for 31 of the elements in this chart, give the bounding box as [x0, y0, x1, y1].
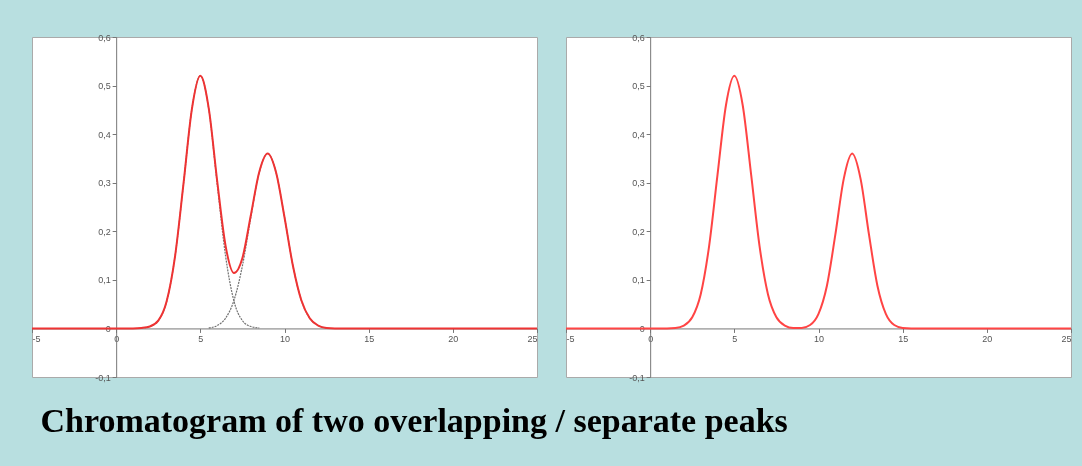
- x-tick-label: 10: [279, 333, 291, 344]
- y-tick-label: 0,6: [632, 32, 645, 43]
- x-tick-label: 10: [813, 333, 825, 344]
- y-tick-label: 0,5: [98, 81, 111, 92]
- x-tick-label: 20: [982, 333, 993, 344]
- x-tick-label: 0: [648, 333, 654, 344]
- y-tick-label: 0,4: [632, 129, 645, 140]
- y-tick-label: 0,5: [632, 81, 645, 92]
- line-series: [31, 74, 538, 330]
- y-tick-label: 0,3: [632, 178, 645, 189]
- x-tick-label: 0: [114, 333, 120, 344]
- x-tick-label: -5: [32, 333, 41, 344]
- y-tick-label: -0,1: [629, 372, 645, 383]
- y-tick-label: 0,1: [98, 275, 111, 286]
- line-series: [565, 74, 1072, 330]
- y-tick-label: 0,3: [98, 178, 111, 189]
- y-tick-label: 0,4: [98, 129, 111, 140]
- y-tick-label: 0,6: [98, 32, 111, 43]
- y-tick-label: 0,2: [632, 226, 645, 237]
- x-tick-label: 5: [198, 333, 204, 344]
- x-tick-label: 5: [732, 333, 738, 344]
- text: Chromatogram of two overlapping / separate peaks: [40, 401, 788, 439]
- x-tick-label: -5: [566, 333, 575, 344]
- y-tick-label: 0,2: [98, 226, 111, 237]
- x-tick-label: 20: [448, 333, 459, 344]
- x-tick-label: 15: [364, 333, 375, 344]
- y-tick-label: 0,1: [632, 275, 645, 286]
- y-tick-label: -0,1: [95, 372, 111, 383]
- x-tick-label: 25: [1061, 333, 1072, 344]
- x-tick-label: 25: [527, 333, 538, 344]
- x-tick-label: 15: [898, 333, 909, 344]
